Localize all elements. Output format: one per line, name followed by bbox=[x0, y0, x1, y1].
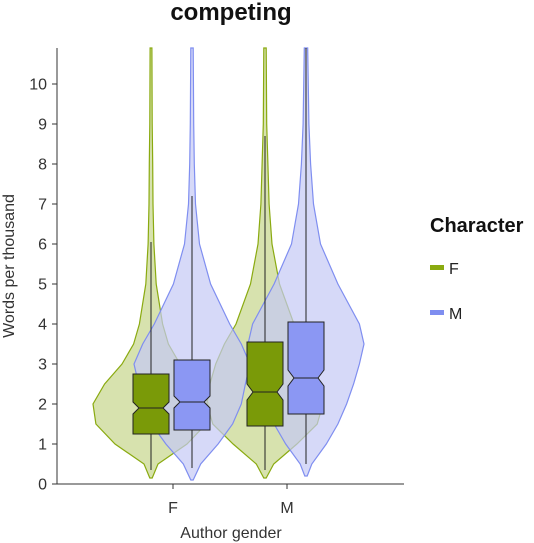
x-tick-label: F bbox=[168, 500, 178, 517]
y-tick-label: 4 bbox=[38, 317, 47, 334]
legend: Character F M bbox=[430, 215, 524, 323]
y-tick-label: 9 bbox=[38, 117, 47, 134]
legend-label-m: M bbox=[449, 306, 462, 323]
y-tick-label: 5 bbox=[38, 277, 47, 294]
y-tick-label: 3 bbox=[38, 357, 47, 374]
x-axis-label: Author gender bbox=[180, 525, 282, 542]
y-tick-label: 2 bbox=[38, 397, 47, 414]
x-tick-label: M bbox=[280, 500, 293, 517]
box-f-m bbox=[246, 341, 284, 427]
legend-title: Character bbox=[430, 215, 524, 237]
y-tick-label: 7 bbox=[38, 197, 47, 214]
legend-swatch-m bbox=[430, 310, 444, 315]
y-tick-label: 8 bbox=[38, 157, 47, 174]
y-tick-label: 1 bbox=[38, 437, 47, 454]
y-tick-label: 0 bbox=[38, 477, 47, 494]
legend-label-f: F bbox=[449, 261, 459, 278]
box-m-m bbox=[287, 321, 325, 415]
axes bbox=[56, 48, 404, 485]
y-axis-label: Words per thousand bbox=[1, 194, 18, 338]
y-tick-label: 10 bbox=[29, 77, 47, 94]
axis-ticks: 0 1 2 3 4 5 6 7 8 9 10 F M bbox=[29, 77, 293, 518]
box-f-f bbox=[132, 373, 170, 435]
legend-swatch-f bbox=[430, 265, 444, 270]
y-tick-label: 6 bbox=[38, 237, 47, 254]
box-m-f bbox=[173, 359, 211, 431]
chart-title: competing bbox=[170, 0, 291, 26]
plot-area bbox=[92, 47, 365, 481]
